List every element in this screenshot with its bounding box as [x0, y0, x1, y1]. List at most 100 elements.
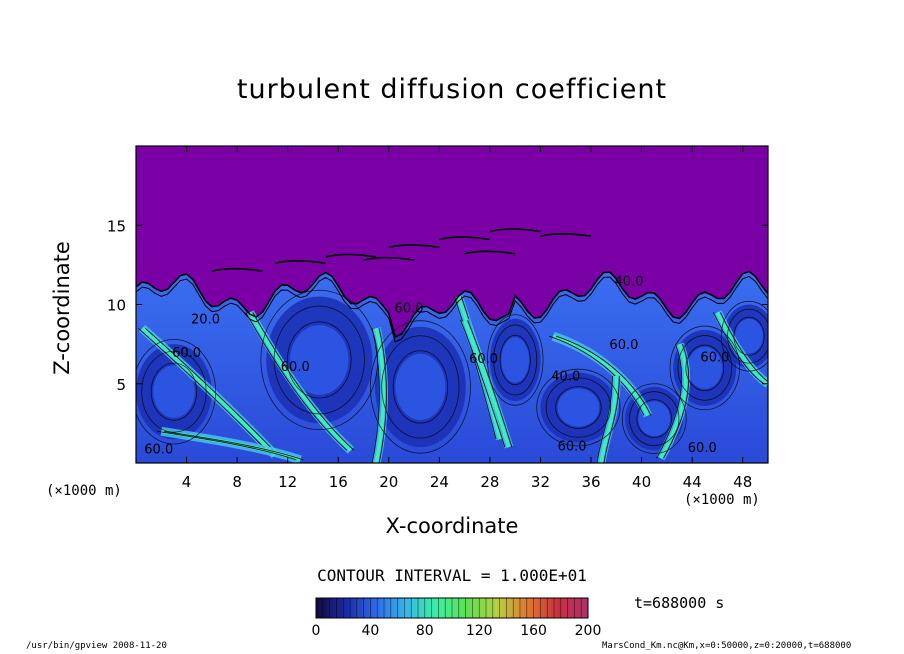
contour-line [378, 328, 387, 463]
contour-line [453, 296, 497, 440]
y-tick-label: 15 [107, 217, 126, 235]
contour-line [388, 244, 440, 249]
contour-line [141, 350, 207, 433]
contour-line [274, 259, 326, 265]
contour-line [540, 233, 592, 238]
contour-line [555, 386, 602, 429]
contour-line [727, 308, 768, 364]
contour-line [145, 327, 279, 456]
colorbar-tick-label: 160 [520, 623, 547, 639]
heatmap-field [136, 146, 768, 463]
contour-line [669, 325, 740, 411]
x-tick-label: 16 [329, 473, 348, 491]
contour-line [545, 377, 612, 438]
colorbar-tick-label: 80 [416, 623, 434, 639]
contour-line [369, 320, 471, 454]
contour-line [150, 362, 198, 421]
y-unit-label: (×1000 m) [684, 492, 760, 508]
contour-line [536, 368, 621, 447]
contour-line [211, 267, 263, 273]
x-tick-label: 24 [430, 473, 449, 491]
streak-core [161, 429, 301, 462]
contour-line [555, 335, 652, 416]
eddy-inner [153, 365, 195, 418]
contour-line [164, 430, 304, 461]
contour-line [392, 350, 449, 424]
contour-line [439, 236, 491, 241]
x-axis-label: X-coordinate [385, 514, 519, 538]
contour-line [363, 256, 415, 261]
y-axis-label: Z-coordinate [50, 241, 74, 375]
y-tick-label: 5 [116, 376, 126, 394]
contour-line [273, 305, 365, 415]
x-tick-label: 28 [480, 473, 499, 491]
contour-label: 60.0 [172, 346, 201, 361]
streak-core [599, 375, 619, 463]
eddy-inner [735, 318, 763, 354]
eddy-inner [395, 353, 446, 421]
eddy-inner [687, 346, 723, 389]
x-tick-label: 8 [232, 473, 242, 491]
contour-line [325, 253, 377, 258]
footer-right: MarsCond_Km.nc@Km,x=0:50000,z=0:20000,t=… [602, 641, 852, 651]
contour-line [677, 335, 733, 401]
x-tick-label: 36 [581, 473, 600, 491]
contour-label: 40.0 [614, 274, 643, 289]
streak-core [248, 311, 353, 452]
x-tick-label: 40 [632, 473, 651, 491]
contour-label: 60.0 [281, 360, 310, 375]
eddy-inner [557, 388, 600, 427]
contour-label: 60.0 [469, 352, 498, 367]
contour-line [157, 430, 297, 461]
colorbar: 0 40 80 120 160 200 [312, 597, 602, 639]
contour-line [136, 270, 768, 339]
contour-line [136, 338, 217, 445]
contour-line [733, 316, 765, 356]
contour-line [596, 375, 613, 463]
x-tick-label: 4 [182, 473, 192, 491]
contour-label: 60.0 [700, 351, 729, 366]
contour-line [636, 399, 673, 439]
contour-label: 60.0 [688, 441, 717, 456]
eddy-inner [501, 337, 530, 383]
streak-core [552, 334, 650, 417]
colorbar-tick-label: 40 [361, 623, 379, 639]
colorbar-tick-label: 120 [466, 623, 493, 639]
contour-interval-label: CONTOUR INTERVAL = 1.000E+01 [317, 566, 587, 585]
colorbar-tick-label: 200 [575, 623, 602, 639]
colorbar-tick-label: 0 [312, 623, 321, 639]
contour-line [260, 289, 379, 431]
contour-line [489, 228, 541, 233]
x-tick-label: 12 [278, 473, 297, 491]
contour-line [720, 312, 768, 383]
contour-line [464, 250, 516, 255]
contour-line [720, 300, 768, 372]
contour-line [486, 314, 544, 406]
footer-left: /usr/bin/gpview 2008-11-20 [26, 641, 167, 651]
contour-line [287, 321, 352, 399]
contour-line [252, 312, 355, 451]
contour-label: 60.0 [609, 338, 638, 353]
contour-label: 40.0 [551, 370, 580, 385]
contour-label: 60.0 [558, 439, 587, 454]
contour-line [548, 335, 645, 416]
contour-line [621, 383, 687, 454]
contour-label: 60.0 [144, 442, 173, 457]
contour-line [138, 327, 272, 456]
contour-line [136, 275, 768, 343]
contour-line [493, 324, 538, 396]
x-tick-label: 44 [683, 473, 702, 491]
contour-line [245, 312, 348, 451]
streak-core [463, 319, 511, 448]
contour-line [629, 391, 680, 446]
y-tick-label: 10 [107, 297, 126, 315]
streak-core [374, 327, 386, 463]
x-tick-label: 32 [531, 473, 550, 491]
contour-line [603, 375, 620, 463]
x-tick-label: 20 [379, 473, 398, 491]
contour-line [460, 320, 506, 448]
contour-line [371, 328, 380, 463]
eddy-inner [290, 325, 349, 395]
